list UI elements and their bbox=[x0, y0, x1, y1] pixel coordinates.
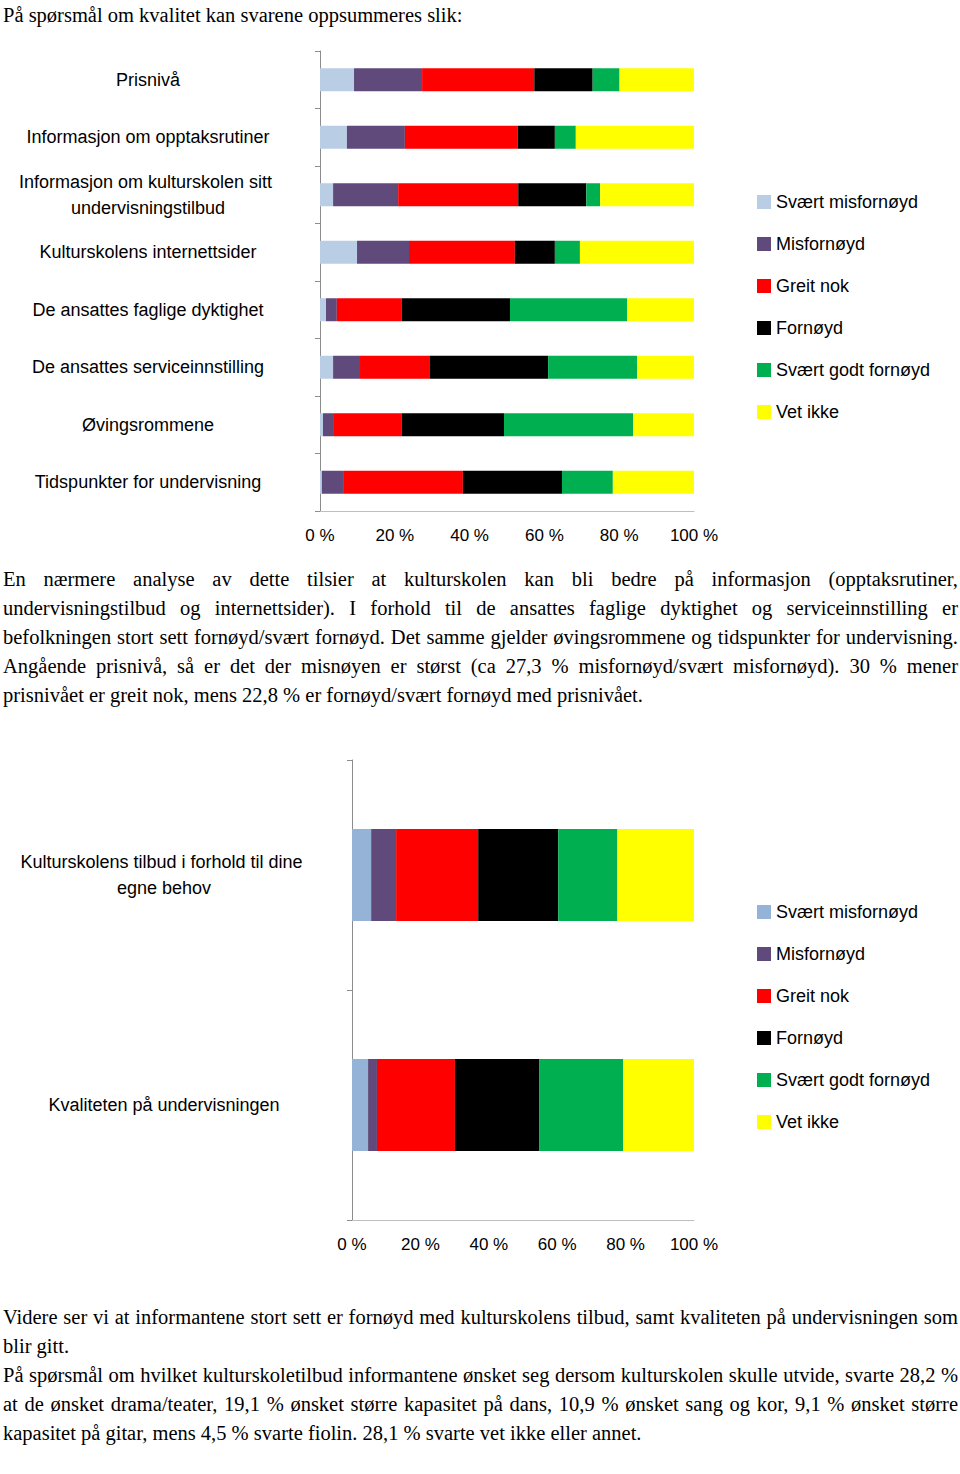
svg-text:egne behov: egne behov bbox=[117, 878, 211, 898]
svg-text:Kulturskolens internettsider: Kulturskolens internettsider bbox=[39, 242, 256, 262]
svg-text:Vet ikke: Vet ikke bbox=[776, 1112, 839, 1132]
svg-text:20 %: 20 % bbox=[401, 1235, 440, 1254]
svg-text:60 %: 60 % bbox=[538, 1235, 577, 1254]
html-text:Videre ser vi at informantene: Videre ser vi at informantene stort sett… bbox=[3, 1306, 958, 1357]
html-text:På spørsmål om hvilket kulturs: På spørsmål om hvilket kulturskoletilbud… bbox=[3, 1364, 958, 1444]
svg-text:80 %: 80 % bbox=[600, 526, 639, 545]
svg-text:De ansattes serviceinnstilling: De ansattes serviceinnstilling bbox=[32, 357, 264, 377]
svg-text:100 %: 100 % bbox=[670, 1235, 718, 1254]
svg-text:60 %: 60 % bbox=[525, 526, 564, 545]
svg-text:Kulturskolens tilbud i forhold: Kulturskolens tilbud i forhold til dine bbox=[20, 852, 307, 872]
svg-text:40 %: 40 % bbox=[450, 526, 489, 545]
svg-text:Svært misfornøyd: Svært misfornøyd bbox=[776, 902, 918, 922]
svg-text:Misfornøyd: Misfornøyd bbox=[776, 234, 865, 254]
svg-text:Greit nok: Greit nok bbox=[776, 276, 850, 296]
svg-text:Svært misfornøyd: Svært misfornøyd bbox=[776, 192, 918, 212]
svg-text:Tidspunkter for undervisning: Tidspunkter for undervisning bbox=[35, 472, 261, 492]
svg-text:Informasjon om opptaksrutiner: Informasjon om opptaksrutiner bbox=[26, 127, 269, 147]
svg-text:20 %: 20 % bbox=[375, 526, 414, 545]
svg-text:Misfornøyd: Misfornøyd bbox=[776, 944, 865, 964]
svg-text:Prisnivå: Prisnivå bbox=[116, 70, 181, 90]
svg-text:40 %: 40 % bbox=[469, 1235, 508, 1254]
svg-text:Vet ikke: Vet ikke bbox=[776, 402, 839, 422]
svg-text:De ansattes faglige dyktighet: De ansattes faglige dyktighet bbox=[32, 300, 263, 320]
svg-text:Fornøyd: Fornøyd bbox=[776, 318, 843, 338]
svg-text:0 %: 0 % bbox=[337, 1235, 366, 1254]
svg-text:Svært godt fornøyd: Svært godt fornøyd bbox=[776, 1070, 930, 1090]
svg-text:Svært godt fornøyd: Svært godt fornøyd bbox=[776, 360, 930, 380]
svg-text:0 %: 0 % bbox=[305, 526, 334, 545]
svg-text:Fornøyd: Fornøyd bbox=[776, 1028, 843, 1048]
svg-text:80 %: 80 % bbox=[606, 1235, 645, 1254]
svg-text:100 %: 100 % bbox=[670, 526, 718, 545]
svg-text:Kvaliteten på undervisningen: Kvaliteten på undervisningen bbox=[48, 1095, 279, 1115]
svg-text:Greit nok: Greit nok bbox=[776, 986, 850, 1006]
svg-text:undervisningstilbud: undervisningstilbud bbox=[71, 198, 225, 218]
svg-text:Øvingsrommene: Øvingsrommene bbox=[82, 415, 214, 435]
html-text:På spørsmål om kvalitet kan sv: På spørsmål om kvalitet kan svarene opps… bbox=[3, 4, 463, 26]
svg-text:Informasjon om kulturskolen si: Informasjon om kulturskolen sitt bbox=[19, 172, 277, 192]
html-text:En nærmere analyse av dette ti: En nærmere analyse av dette tilsier at k… bbox=[3, 568, 958, 706]
